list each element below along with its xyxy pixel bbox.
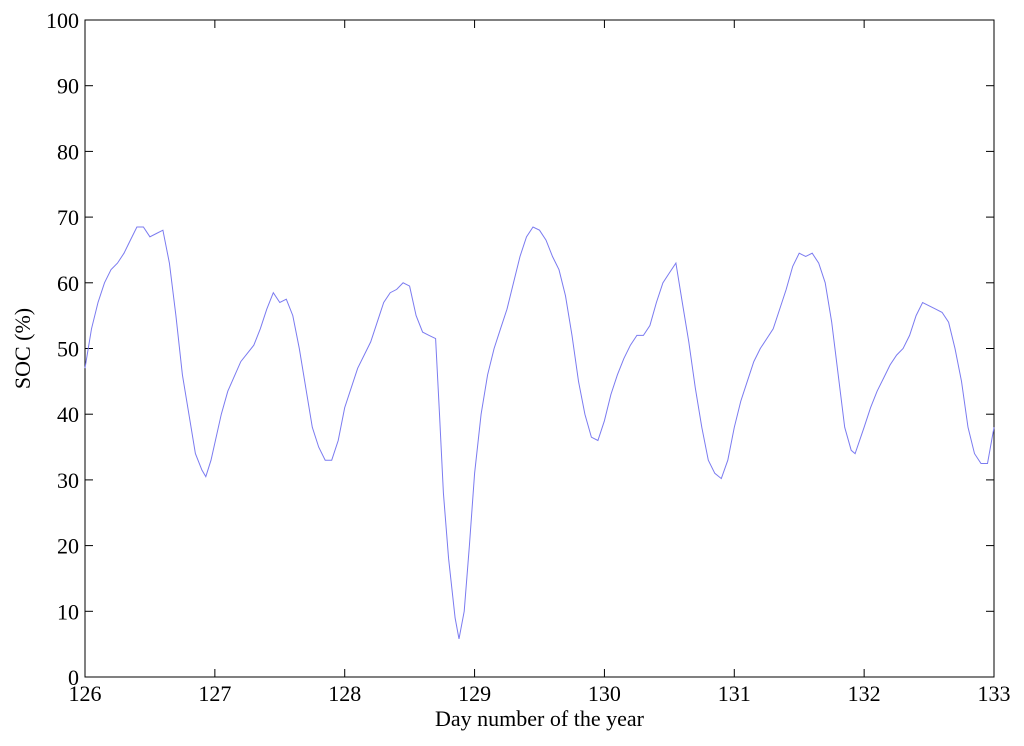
y-tick-label: 60 (57, 271, 79, 296)
x-tick-label: 130 (588, 681, 621, 706)
y-tick-label: 40 (57, 402, 79, 427)
x-tick-label: 131 (718, 681, 751, 706)
x-tick-label: 128 (328, 681, 361, 706)
y-tick-label: 0 (68, 665, 79, 690)
x-tick-label: 126 (69, 681, 102, 706)
y-tick-label: 90 (57, 74, 79, 99)
y-axis-label: SOC (%) (10, 308, 35, 389)
x-axis-ticks: 126 127 128 129 130 131 132 133 (69, 20, 1011, 706)
y-tick-label: 80 (57, 139, 79, 164)
y-tick-label: 20 (57, 534, 79, 559)
plot-frame (84, 19, 995, 678)
y-tick-label: 10 (57, 599, 79, 624)
y-tick-label: 70 (57, 205, 79, 230)
series-line (84, 226, 995, 639)
y-tick-label: 30 (57, 468, 79, 493)
y-axis-ticks: 0 10 20 30 40 50 60 70 80 90 100 (46, 8, 994, 690)
x-tick-label: 129 (458, 681, 491, 706)
x-tick-label: 132 (848, 681, 881, 706)
y-tick-label: 100 (46, 8, 79, 33)
x-axis-label: Day number of the year (435, 706, 645, 731)
x-tick-label: 133 (978, 681, 1011, 706)
x-tick-label: 127 (198, 681, 231, 706)
y-tick-label: 50 (57, 337, 79, 362)
